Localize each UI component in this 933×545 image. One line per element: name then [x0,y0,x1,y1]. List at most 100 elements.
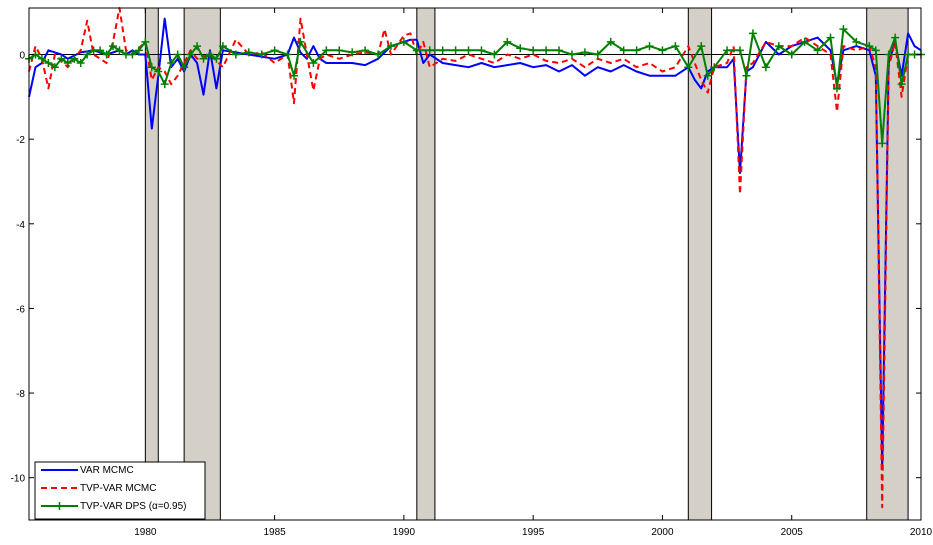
data-point-tvp-var-dps-0-95 [891,33,900,42]
data-point-tvp-var-dps-0-95 [102,50,111,59]
data-point-tvp-var-dps-0-95 [296,37,305,46]
y-tick-label: -2 [16,135,25,146]
data-point-tvp-var-dps-0-95 [348,48,357,57]
data-point-tvp-var-dps-0-95 [76,59,85,68]
data-point-tvp-var-dps-0-95 [212,54,221,63]
data-point-tvp-var-dps-0-95 [186,50,195,59]
data-point-tvp-var-dps-0-95 [309,59,318,68]
data-point-tvp-var-dps-0-95 [529,46,538,55]
recession-band-3 [687,7,713,521]
series-line-var-mcmc [28,17,922,471]
data-point-tvp-var-dps-0-95 [83,50,92,59]
data-point-tvp-var-dps-0-95 [244,48,253,57]
x-tick-label: 2005 [781,527,804,538]
data-point-tvp-var-dps-0-95 [884,50,893,59]
data-point-tvp-var-dps-0-95 [438,46,447,55]
axis-layer: 1980 1985 1990 1995 2000 2005 2010 0 -2 -4 -6 -8 -10 [11,8,933,538]
y-tick-label: -6 [16,304,25,315]
data-point-tvp-var-dps-0-95 [167,59,176,68]
data-point-tvp-var-dps-0-95 [878,139,887,148]
data-point-tvp-var-dps-0-95 [335,46,344,55]
data-point-tvp-var-dps-0-95 [205,50,214,59]
data-point-tvp-var-dps-0-95 [542,46,551,55]
data-point-tvp-var-dps-0-95 [218,42,227,51]
data-point-tvp-var-dps-0-95 [37,54,46,63]
data-point-tvp-var-dps-0-95 [44,59,53,68]
data-point-tvp-var-dps-0-95 [57,54,66,63]
data-point-tvp-var-dps-0-95 [361,46,370,55]
data-point-tvp-var-dps-0-95 [742,71,751,80]
data-point-tvp-var-dps-0-95 [555,46,564,55]
data-point-tvp-var-dps-0-95 [723,46,732,55]
data-point-tvp-var-dps-0-95 [490,50,499,59]
data-point-tvp-var-dps-0-95 [580,48,589,57]
data-point-tvp-var-dps-0-95 [897,80,906,89]
legend: VAR MCMC TVP-VAR MCMC TVP-VAR DPS (α=0.9… [34,461,206,520]
data-point-tvp-var-dps-0-95 [852,37,861,46]
data-point-tvp-var-dps-0-95 [412,46,421,55]
y-tick-label: -4 [16,220,25,231]
data-point-tvp-var-dps-0-95 [606,37,615,46]
data-point-tvp-var-dps-0-95 [193,42,202,51]
data-point-tvp-var-dps-0-95 [199,54,208,63]
data-point-tvp-var-dps-0-95 [128,50,137,59]
data-point-tvp-var-dps-0-95 [70,54,79,63]
data-point-tvp-var-dps-0-95 [451,46,460,55]
data-point-tvp-var-dps-0-95 [839,25,848,34]
recession-band-2 [416,7,436,521]
data-point-tvp-var-dps-0-95 [425,46,434,55]
data-point-tvp-var-dps-0-95 [671,42,680,51]
data-point-tvp-var-dps-0-95 [503,37,512,46]
data-point-tvp-var-dps-0-95 [257,50,266,59]
data-point-tvp-var-dps-0-95 [160,80,169,89]
data-point-tvp-var-dps-0-95 [386,42,395,51]
data-point-tvp-var-dps-0-95 [516,44,525,53]
data-point-tvp-var-dps-0-95 [645,42,654,51]
legend-label-var-mcmc: VAR MCMC [80,465,134,476]
data-point-tvp-var-dps-0-95 [374,50,383,59]
data-point-tvp-var-dps-0-95 [632,46,641,55]
data-point-tvp-var-dps-0-95 [477,46,486,55]
data-point-tvp-var-dps-0-95 [826,33,835,42]
data-point-tvp-var-dps-0-95 [283,50,292,59]
data-point-tvp-var-dps-0-95 [787,50,796,59]
x-tick-label: 2010 [910,527,933,538]
data-point-tvp-var-dps-0-95 [871,46,880,55]
data-point-tvp-var-dps-0-95 [50,63,59,72]
data-point-tvp-var-dps-0-95 [180,63,189,72]
x-tick-label: 2000 [651,527,674,538]
data-point-tvp-var-dps-0-95 [154,67,163,76]
data-point-tvp-var-dps-0-95 [115,46,124,55]
legend-label-tvp-var-dps: TVP-VAR DPS (α=0.95) [80,501,186,512]
data-point-tvp-var-dps-0-95 [147,63,156,72]
data-point-tvp-var-dps-0-95 [231,50,240,59]
y-tick-label: 0 [19,51,25,62]
data-point-tvp-var-dps-0-95 [697,42,706,51]
data-point-tvp-var-dps-0-95 [290,71,299,80]
series-line-tvp-var-mcmc [28,7,921,509]
data-point-tvp-var-dps-0-95 [684,63,693,72]
data-point-tvp-var-dps-0-95 [865,42,874,51]
data-point-tvp-var-dps-0-95 [748,29,757,38]
data-point-tvp-var-dps-0-95 [63,59,72,68]
data-point-tvp-var-dps-0-95 [567,50,576,59]
data-point-tvp-var-dps-0-95 [832,84,841,93]
data-point-tvp-var-dps-0-95 [399,37,408,46]
data-point-tvp-var-dps-0-95 [593,50,602,59]
data-point-tvp-var-dps-0-95 [96,46,105,55]
legend-box [34,461,206,520]
legend-label-tvp-var-mcmc: TVP-VAR MCMC [80,483,156,494]
data-point-tvp-var-dps-0-95 [173,50,182,59]
data-point-tvp-var-dps-0-95 [109,42,118,51]
data-point-tvp-var-dps-0-95 [141,37,150,46]
x-tick-label: 1980 [134,527,157,538]
data-point-tvp-var-dps-0-95 [800,37,809,46]
plot-frame [28,7,922,521]
legend-marker-tvp-var-dps [55,502,64,510]
data-point-tvp-var-dps-0-95 [703,71,712,80]
y-tick-label: -10 [11,474,26,485]
data-point-tvp-var-dps-0-95 [134,46,143,55]
data-point-tvp-var-dps-0-95 [464,46,473,55]
x-tick-label: 1995 [522,527,545,538]
